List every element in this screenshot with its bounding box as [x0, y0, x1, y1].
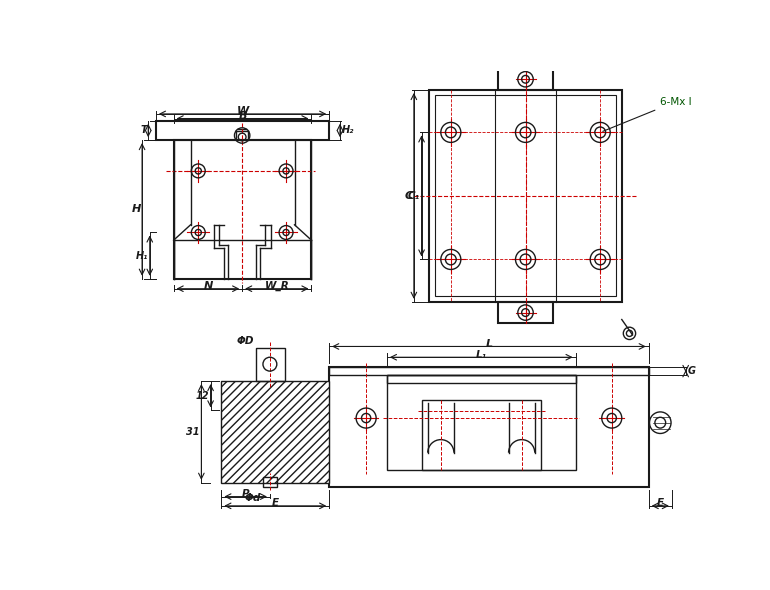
- Text: ΦD: ΦD: [236, 336, 253, 346]
- Text: P: P: [242, 489, 249, 499]
- Text: 6-Mx l: 6-Mx l: [603, 97, 692, 132]
- Text: C₁: C₁: [408, 191, 420, 201]
- Text: L₁: L₁: [476, 349, 487, 359]
- Bar: [330, 367, 648, 375]
- Text: W: W: [236, 106, 249, 116]
- Text: N: N: [203, 281, 213, 291]
- Text: B: B: [238, 111, 247, 121]
- Text: H: H: [131, 204, 140, 214]
- Text: G: G: [688, 366, 695, 376]
- Bar: [156, 121, 330, 140]
- Bar: [422, 399, 541, 470]
- Bar: [256, 348, 285, 381]
- Bar: [430, 90, 622, 302]
- Text: L: L: [485, 339, 493, 349]
- Bar: [434, 96, 616, 296]
- Bar: [263, 477, 277, 487]
- Text: 31: 31: [186, 427, 200, 437]
- Bar: [387, 375, 576, 470]
- Text: 12: 12: [196, 391, 209, 401]
- Text: H₂: H₂: [342, 126, 354, 136]
- Bar: [497, 302, 553, 323]
- Bar: [330, 367, 648, 487]
- Bar: [222, 381, 330, 483]
- Text: E: E: [272, 498, 279, 508]
- Bar: [387, 375, 576, 383]
- Text: Φd: Φd: [244, 493, 260, 503]
- Text: W_R: W_R: [264, 281, 290, 291]
- Text: H₁: H₁: [136, 251, 148, 261]
- Text: T: T: [140, 126, 146, 136]
- Text: E: E: [657, 498, 664, 508]
- Text: C: C: [404, 191, 413, 201]
- Bar: [173, 140, 311, 278]
- Bar: [497, 68, 553, 90]
